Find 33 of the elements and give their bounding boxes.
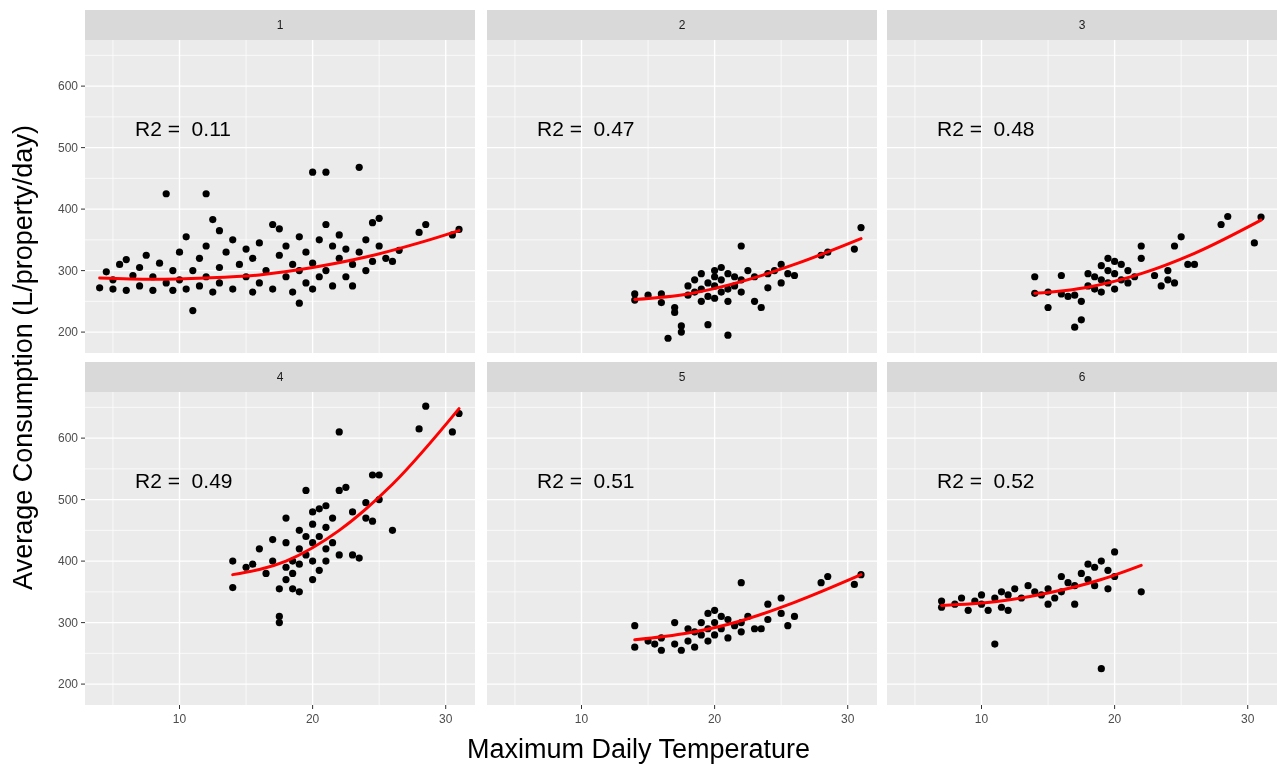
y-tick-label: 200 (57, 677, 79, 692)
x-tick-label: 30 (841, 712, 855, 726)
chart-title: 4 (276, 370, 284, 384)
annotation: R2 = 0.51 (537, 469, 635, 492)
y-tick-label: 300 (57, 615, 79, 630)
y-tick-label: 400 (57, 202, 79, 217)
x-tick-label: 20 (305, 712, 320, 726)
y-tick-label: 500 (57, 140, 79, 155)
annotation: R2 = 0.52 (937, 469, 1035, 492)
y-tick-label: 200 (57, 325, 79, 340)
y-tick-label: 400 (57, 554, 79, 569)
y-tick-label: 600 (57, 431, 79, 446)
x-tick-label: 10 (974, 712, 989, 726)
chart-title: 2 (678, 18, 686, 32)
x-tick-label: 30 (439, 712, 453, 726)
x-tick-label: 10 (574, 712, 589, 726)
x-axis-title: Maximum Daily Temperature (466, 734, 811, 764)
chart-title: 5 (678, 370, 686, 384)
x-tick-label: 10 (172, 712, 187, 726)
y-axis-title: Average Consumption (L/property/day) (8, 125, 38, 590)
chart-title: 6 (1078, 370, 1086, 384)
x-tick-label: 20 (1107, 712, 1122, 726)
annotation: R2 = 0.49 (135, 469, 233, 492)
chart-title: 1 (276, 18, 284, 32)
annotation: R2 = 0.48 (937, 117, 1035, 140)
y-tick-label: 600 (57, 79, 79, 94)
x-tick-label: 20 (707, 712, 722, 726)
x-tick-label: 30 (1241, 712, 1255, 726)
annotation: R2 = 0.11 (135, 117, 231, 140)
y-tick-label: 300 (57, 263, 79, 278)
chart-title: 3 (1078, 18, 1086, 32)
annotation: R2 = 0.47 (537, 117, 635, 140)
y-tick-label: 500 (57, 492, 79, 507)
